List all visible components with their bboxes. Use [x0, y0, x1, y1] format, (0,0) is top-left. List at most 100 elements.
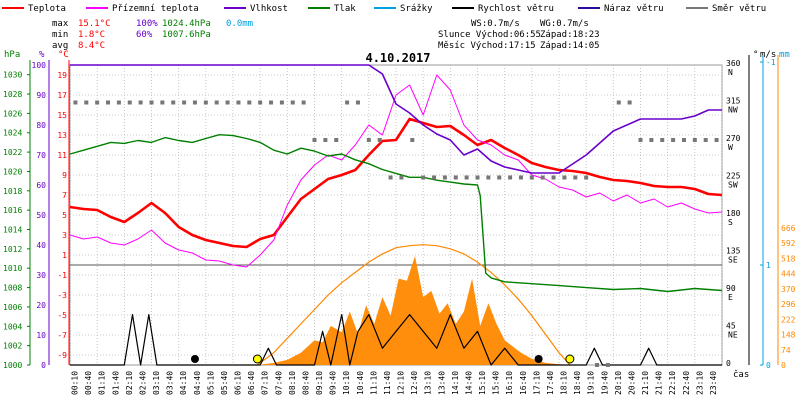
temp-tick-label: 19	[57, 71, 67, 80]
direction-name-label: NW	[728, 106, 738, 115]
x-tick-label: 16:10	[505, 371, 514, 395]
x-tick-label: 18:40	[573, 371, 582, 395]
stat-wind-gust: WG:0.7m/s	[540, 19, 589, 29]
hpa-tick-label: 1014	[3, 226, 22, 235]
x-tick-label: 11:10	[369, 371, 378, 395]
solar-tick-label: 222	[781, 315, 796, 324]
wind-direction-point	[236, 100, 241, 105]
stat-avg-label: avg	[52, 41, 68, 51]
direction-tick-label: 270	[726, 134, 741, 143]
wind-direction-point	[290, 100, 295, 105]
axis-label-humidity: %	[39, 50, 45, 60]
x-tick-label: 12:10	[397, 371, 406, 395]
solar-tick-label: 74	[781, 346, 791, 355]
legend-label: Rychlost větru	[478, 4, 554, 14]
solar-tick-label: 296	[781, 300, 796, 309]
wind-direction-point	[442, 175, 447, 180]
sun-event-marker	[565, 354, 575, 364]
legend-label: Směr větru	[712, 4, 766, 14]
x-tick-label: 06:10	[234, 371, 243, 395]
x-tick-label: 15:40	[492, 371, 501, 395]
temp-tick-label: -7	[57, 331, 67, 340]
series-line-p-zemn-teplota	[69, 74, 723, 268]
x-tick-label: 13:10	[424, 371, 433, 395]
x-tick-label: 18:10	[560, 371, 569, 395]
solar-tick-label: 518	[781, 254, 796, 263]
humidity-tick-label: 50	[36, 211, 46, 220]
x-tick-label: 09:10	[315, 371, 324, 395]
legend-label: Teplota	[28, 4, 66, 14]
series-line-tlak	[69, 134, 723, 293]
wind-direction-point	[203, 100, 208, 105]
humidity-tick-label: 70	[36, 151, 46, 160]
temp-tick-label: -5	[57, 311, 67, 320]
stat-min-hum: 60%	[136, 30, 153, 40]
legend-label: Tlak	[334, 4, 356, 14]
wind-direction-point	[323, 138, 328, 142]
wind-direction-point	[584, 175, 589, 180]
stat-max-rain: 0.0mm	[226, 19, 253, 29]
legend-label: Vlhkost	[250, 4, 288, 14]
wind-direction-point	[301, 100, 306, 105]
stat-avg-temp: 8.4°C	[78, 41, 105, 51]
wind-direction-point	[160, 100, 165, 105]
wind-direction-point	[127, 100, 132, 105]
temp-tick-label: 7	[62, 191, 67, 200]
x-tick-label: 04:10	[179, 371, 188, 395]
stat-max-press: 1024.4hPa	[162, 19, 211, 29]
axis-label-temp: °C	[58, 50, 69, 60]
stat-max-temp: 15.1°C	[78, 19, 111, 29]
wind-direction-point	[171, 100, 176, 105]
x-tick-label: 03:40	[166, 371, 175, 395]
x-tick-label: 04:40	[193, 371, 202, 395]
solar-tick-label: 592	[781, 239, 796, 248]
hpa-tick-label: 1012	[3, 245, 22, 254]
x-tick-label: 10:10	[342, 371, 351, 395]
direction-name-label: W	[728, 143, 733, 152]
ms-tick-label: 0	[766, 361, 771, 370]
stat-moonset: Západ:14:05	[540, 41, 600, 51]
hpa-tick-label: 1020	[3, 167, 22, 176]
stat-max-hum: 100%	[136, 19, 158, 29]
wind-direction-point	[116, 100, 121, 105]
temp-tick-label: 1	[62, 251, 67, 260]
x-tick-label: 10:40	[356, 371, 365, 395]
axis-label-mm: mm	[779, 50, 790, 60]
wind-direction-point	[649, 138, 654, 142]
hpa-tick-label: 1002	[3, 342, 22, 351]
stat-min-press: 1007.6hPa	[162, 30, 211, 40]
x-tick-label: 05:10	[206, 371, 215, 395]
temp-tick-label: 15	[57, 111, 67, 120]
wind-direction-point	[529, 175, 534, 180]
wind-direction-point	[464, 175, 469, 180]
x-tick-label: 01:40	[111, 371, 120, 395]
x-tick-label: 17:10	[532, 371, 541, 395]
x-tick-label: 21:10	[641, 371, 650, 395]
stat-sunrise: Slunce Východ:06:55	[438, 30, 541, 40]
hpa-tick-label: 1030	[3, 71, 22, 80]
hpa-tick-label: 1018	[3, 187, 22, 196]
wind-direction-point	[214, 100, 219, 105]
wind-direction-point	[421, 175, 426, 180]
temp-tick-label: -9	[57, 351, 67, 360]
wind-direction-point	[518, 175, 523, 180]
temp-tick-label: 5	[62, 211, 67, 220]
solar-theoretical-line	[257, 244, 571, 366]
direction-tick-label: 135	[726, 247, 741, 256]
temp-tick-label: 13	[57, 131, 67, 140]
solar-tick-label: 0	[781, 361, 786, 370]
wind-direction-point	[192, 100, 197, 105]
stat-min-label: min	[52, 30, 68, 40]
temp-tick-label: 9	[62, 171, 67, 180]
stat-max-label: max	[52, 19, 69, 29]
wind-direction-point	[475, 175, 480, 180]
x-tick-label: 22:40	[682, 371, 691, 395]
direction-name-label: SE	[728, 256, 738, 265]
x-tick-label: 23:10	[695, 371, 704, 395]
direction-tick-label: 180	[726, 209, 741, 218]
wind-direction-point	[73, 100, 78, 105]
ms-tick-label: -1	[766, 58, 776, 67]
solar-tick-label: 370	[781, 285, 796, 294]
